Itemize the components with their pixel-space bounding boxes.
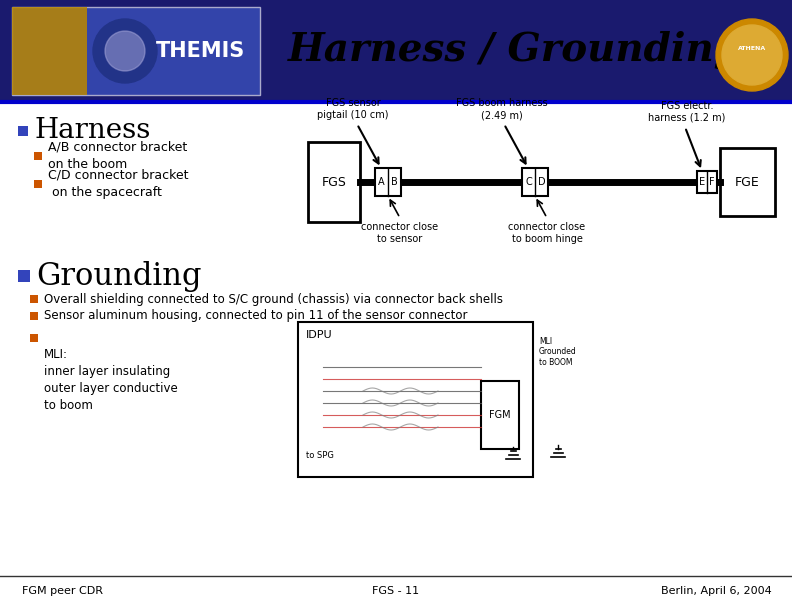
Text: FGE: FGE bbox=[735, 176, 760, 188]
Bar bbox=[697, 171, 717, 193]
Text: Sensor aluminum housing, connected to pin 11 of the sensor connector: Sensor aluminum housing, connected to pi… bbox=[44, 310, 467, 323]
Text: FGS sensor
pigtail (10 cm): FGS sensor pigtail (10 cm) bbox=[318, 99, 389, 120]
Text: F: F bbox=[709, 177, 715, 187]
Text: FGM peer CDR: FGM peer CDR bbox=[22, 586, 103, 596]
Text: IDPU: IDPU bbox=[306, 330, 333, 340]
Text: Grounding: Grounding bbox=[36, 261, 201, 291]
Text: connector close
to boom hinge: connector close to boom hinge bbox=[508, 222, 585, 244]
Text: Harness: Harness bbox=[34, 118, 150, 144]
Text: C: C bbox=[525, 177, 532, 187]
Text: connector close
to sensor: connector close to sensor bbox=[361, 222, 439, 244]
Bar bbox=[30, 334, 38, 342]
Text: D: D bbox=[538, 177, 546, 187]
Bar bbox=[18, 270, 30, 282]
Text: FGM: FGM bbox=[489, 410, 511, 420]
Text: MLI
Grounded
to BOOM: MLI Grounded to BOOM bbox=[539, 337, 577, 367]
Text: ATHENA: ATHENA bbox=[738, 47, 766, 51]
Bar bbox=[18, 126, 28, 136]
Bar bbox=[522, 168, 548, 196]
Text: Harness / Grounding: Harness / Grounding bbox=[288, 31, 742, 69]
Circle shape bbox=[105, 31, 145, 71]
Bar bbox=[30, 312, 38, 320]
Bar bbox=[298, 322, 533, 477]
Circle shape bbox=[716, 19, 788, 91]
Bar bbox=[34, 152, 42, 160]
Bar bbox=[481, 381, 519, 449]
Bar bbox=[12, 7, 87, 95]
Bar bbox=[720, 148, 775, 216]
Text: to SPG: to SPG bbox=[306, 450, 334, 460]
Bar bbox=[375, 168, 401, 196]
Bar bbox=[30, 295, 38, 303]
Text: E: E bbox=[699, 177, 705, 187]
Text: FGS boom harness
(2.49 m): FGS boom harness (2.49 m) bbox=[456, 99, 548, 120]
Bar bbox=[12, 7, 260, 95]
Text: THEMIS: THEMIS bbox=[155, 41, 245, 61]
Text: FGS electr.
harness (1.2 m): FGS electr. harness (1.2 m) bbox=[649, 102, 725, 123]
Text: Berlin, April 6, 2004: Berlin, April 6, 2004 bbox=[661, 586, 772, 596]
Text: C/D connector bracket
 on the spacecraft: C/D connector bracket on the spacecraft bbox=[48, 169, 188, 199]
Text: A/B connector bracket
on the boom: A/B connector bracket on the boom bbox=[48, 141, 187, 171]
Text: FGS - 11: FGS - 11 bbox=[372, 586, 420, 596]
Text: FGS: FGS bbox=[322, 176, 346, 188]
Text: B: B bbox=[391, 177, 398, 187]
Bar bbox=[34, 180, 42, 188]
Circle shape bbox=[93, 19, 157, 83]
Bar bbox=[308, 142, 360, 222]
Bar bbox=[0, 0, 792, 102]
Text: MLI:
inner layer insulating
outer layer conductive
to boom: MLI: inner layer insulating outer layer … bbox=[44, 348, 177, 412]
Text: A: A bbox=[379, 177, 385, 187]
Text: Overall shielding connected to S/C ground (chassis) via connector back shells: Overall shielding connected to S/C groun… bbox=[44, 293, 503, 305]
Circle shape bbox=[722, 25, 782, 85]
